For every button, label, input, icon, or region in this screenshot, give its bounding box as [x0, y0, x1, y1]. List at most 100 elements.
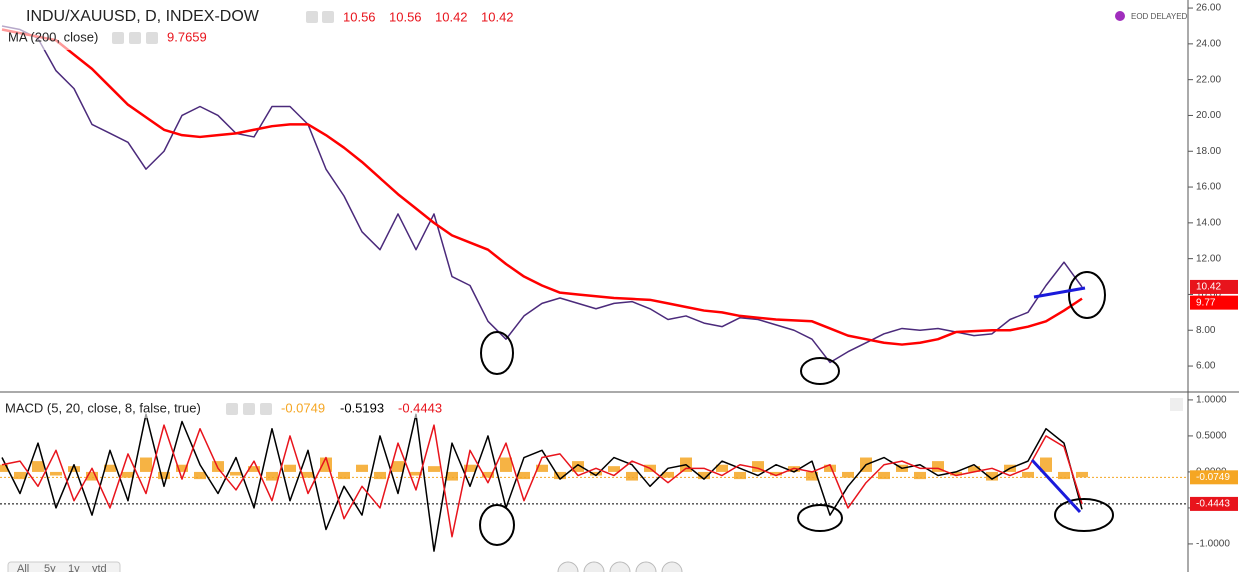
circle: [1054, 498, 1114, 532]
range-buttons: All 5y 1y ytd: [7, 561, 121, 572]
histogram-bar: [698, 471, 710, 480]
histogram-bar: [806, 471, 818, 481]
y-tick-label: 18.00: [1196, 146, 1221, 157]
marks: [0, 25, 1088, 552]
legend-value: 9.7659: [167, 29, 207, 44]
icon[interactable]: [129, 32, 141, 44]
y-tick-label: 22.00: [1196, 74, 1221, 85]
histogram-bar: [536, 464, 548, 472]
y-tick-label: 12.00: [1196, 253, 1221, 264]
icon[interactable]: [1170, 398, 1183, 411]
histogram-bar: [1022, 471, 1034, 478]
icon[interactable]: [306, 11, 318, 23]
icon[interactable]: [226, 403, 238, 415]
histogram-bar: [50, 471, 62, 476]
range-button[interactable]: 5y: [44, 563, 56, 572]
y-tick-label: -1.0000: [1196, 539, 1230, 550]
histogram-bar: [572, 461, 584, 472]
histogram-bar: [392, 461, 404, 472]
price-tag: [1190, 295, 1238, 310]
icon[interactable]: [243, 403, 255, 415]
price-tag-label: -0.0749: [1196, 472, 1230, 483]
histogram-bar: [734, 471, 746, 480]
histogram-bar: [914, 471, 926, 480]
histogram-bar: [518, 471, 530, 480]
histogram-bar: [968, 466, 980, 472]
ohlc-close: 10.42: [481, 9, 514, 24]
zoom-button[interactable]: [661, 561, 683, 572]
histogram-bar: [1058, 471, 1070, 480]
histogram-bar: [716, 464, 728, 472]
icon[interactable]: [112, 32, 124, 44]
range-button[interactable]: All: [17, 563, 29, 572]
circle: [800, 357, 840, 385]
histogram-bar: [1040, 457, 1052, 472]
legend-value: -0.5193: [340, 400, 384, 415]
histogram-bar: [0, 464, 8, 472]
zoom-button[interactable]: [609, 561, 631, 572]
y-tick-label: 14.00: [1196, 217, 1221, 228]
zoom-button[interactable]: [583, 561, 605, 572]
badge-icon: [1115, 11, 1125, 21]
histogram-bar: [590, 471, 602, 476]
histogram-bar: [248, 466, 260, 472]
histogram-bar: [932, 461, 944, 472]
histogram-bar: [122, 471, 134, 478]
histogram-bar: [158, 471, 170, 480]
series-line: [1, 424, 1083, 538]
circle: [1068, 271, 1106, 319]
price-tag: [1190, 470, 1238, 485]
histogram-bar: [266, 471, 278, 481]
histogram-bar: [32, 461, 44, 472]
histogram-bar: [428, 466, 440, 472]
price-tag: [1190, 496, 1238, 511]
ohlc-high: 10.56: [389, 9, 422, 24]
y-tick-label: 26.00: [1196, 3, 1221, 14]
icon[interactable]: [146, 32, 158, 44]
range-bar: [7, 561, 121, 572]
histogram-bar: [500, 457, 512, 472]
histogram-bar: [374, 471, 386, 480]
y-tick-label: 10.00: [1196, 289, 1221, 300]
y-tick-label: 8.00: [1196, 325, 1216, 336]
circle: [797, 504, 843, 532]
y-tick-label: 0.5000: [1196, 431, 1227, 442]
badge: EOD DELAYED: [1131, 12, 1188, 21]
histogram-bar: [842, 471, 854, 478]
histogram-bar: [878, 471, 890, 480]
histogram-bar: [1076, 471, 1088, 478]
price-tag-label: -0.4443: [1196, 499, 1230, 510]
histogram-bar: [410, 471, 422, 476]
zoom-button[interactable]: [557, 561, 579, 572]
histogram-bar: [626, 471, 638, 481]
histogram-bar: [986, 471, 998, 481]
series-line: [1, 28, 1083, 346]
annotations: [479, 271, 1114, 546]
ohlc-low: 10.42: [435, 9, 468, 24]
price-tag: [1190, 279, 1238, 294]
histogram-bar: [662, 471, 674, 478]
histogram-bar: [482, 471, 494, 478]
zoom-button[interactable]: [635, 561, 657, 572]
price-tag-label: 9.77: [1196, 297, 1216, 308]
icon[interactable]: [322, 11, 334, 23]
histogram-bar: [950, 471, 962, 476]
icon[interactable]: [260, 403, 272, 415]
range-button[interactable]: 1y: [68, 563, 80, 572]
histogram-bar: [176, 464, 188, 472]
histogram-bar: [14, 471, 26, 480]
histogram-bar: [284, 464, 296, 472]
histogram-bar: [86, 471, 98, 481]
histogram-bar: [230, 471, 242, 476]
histogram-bar: [338, 471, 350, 480]
histogram-bar: [770, 471, 782, 476]
trend-line: [1033, 286, 1086, 299]
histogram-bar: [194, 471, 206, 480]
chart-title: INDU/XAUUSD, D, INDEX-DOW: [26, 8, 260, 25]
y-tick-label: 24.00: [1196, 38, 1221, 49]
range-button[interactable]: ytd: [92, 563, 107, 572]
histogram-bar: [68, 466, 80, 472]
histogram-bar: [446, 471, 458, 481]
